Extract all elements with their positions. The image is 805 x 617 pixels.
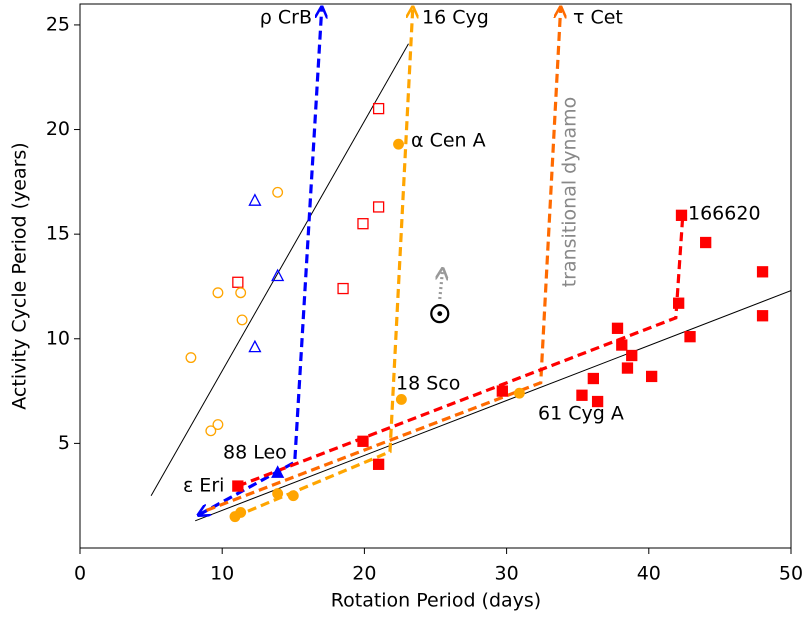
y-axis-title: Activity Cycle Period (years) xyxy=(9,142,31,409)
square-point xyxy=(232,480,244,492)
triangle-point xyxy=(271,268,285,282)
x-axis-title: Rotation Period (days) xyxy=(331,590,541,612)
circle-point xyxy=(235,506,247,518)
square-point xyxy=(673,297,685,309)
circle-point xyxy=(205,425,217,437)
track-line xyxy=(234,8,413,519)
triangle-point xyxy=(248,193,262,206)
square-point xyxy=(232,276,244,288)
triangle-point xyxy=(271,465,285,478)
circle-point xyxy=(272,488,284,500)
square-point xyxy=(645,370,658,383)
square-point xyxy=(611,322,624,334)
x-tick-label: 10 xyxy=(210,563,234,585)
sun-dot xyxy=(437,311,443,317)
square-point xyxy=(372,458,385,470)
fit-line xyxy=(195,290,791,522)
x-tick-label: 50 xyxy=(779,563,803,585)
square-point xyxy=(372,201,385,213)
square-point xyxy=(587,372,599,385)
square-point xyxy=(616,339,628,351)
circle-point xyxy=(236,314,248,326)
circle-point xyxy=(272,186,284,198)
square-point xyxy=(675,209,688,221)
circle-point xyxy=(185,352,197,364)
square-point xyxy=(684,331,696,343)
x-tick-label: 0 xyxy=(74,563,86,585)
triangle-point xyxy=(248,339,262,353)
x-tick-label: 30 xyxy=(495,563,519,585)
track-line xyxy=(440,270,443,300)
square-point xyxy=(496,385,508,397)
circle-point xyxy=(212,287,224,299)
circle-point xyxy=(393,138,404,150)
annotation: 61 Cyg A xyxy=(538,403,624,425)
track-line xyxy=(199,8,321,514)
square-point xyxy=(576,389,588,401)
annotation: α Cen A xyxy=(411,130,486,152)
annotation: transitional dynamo xyxy=(559,97,581,288)
circle-point xyxy=(235,287,247,299)
annotation: 18 Sco xyxy=(396,373,460,395)
annotation: ρ CrB xyxy=(260,7,312,29)
square-point xyxy=(626,349,638,362)
square-point xyxy=(700,236,712,249)
plot-frame xyxy=(79,3,792,549)
annotation: 88 Leo xyxy=(223,442,287,464)
plot xyxy=(150,8,791,523)
annotation: 166620 xyxy=(688,203,761,225)
x-tick-label: 20 xyxy=(352,563,376,585)
annotation: ε Eri xyxy=(183,475,224,497)
circle-point xyxy=(212,419,224,431)
y-tick-label: 20 xyxy=(46,118,70,140)
square-point xyxy=(357,218,369,230)
square-point xyxy=(372,102,385,115)
annotation: τ Cet xyxy=(573,7,623,29)
track-line xyxy=(237,213,685,488)
square-point xyxy=(357,435,369,447)
square-point xyxy=(621,362,634,374)
square-point xyxy=(337,282,349,295)
y-tick-label: 5 xyxy=(58,432,70,454)
y-tick-label: 15 xyxy=(46,223,70,245)
square-point xyxy=(756,310,769,322)
y-tick-label: 10 xyxy=(46,327,70,349)
circle-point xyxy=(395,393,407,405)
circle-point xyxy=(513,387,525,399)
sun-symbol xyxy=(430,304,450,324)
x-tick-label: 40 xyxy=(637,563,661,585)
y-tick-label: 25 xyxy=(46,13,70,35)
square-point xyxy=(756,266,769,278)
annotation: 16 Cyg xyxy=(422,7,489,29)
fit-line xyxy=(150,43,409,496)
square-point xyxy=(591,395,604,408)
track-line xyxy=(205,8,561,512)
circle-point xyxy=(287,490,299,502)
